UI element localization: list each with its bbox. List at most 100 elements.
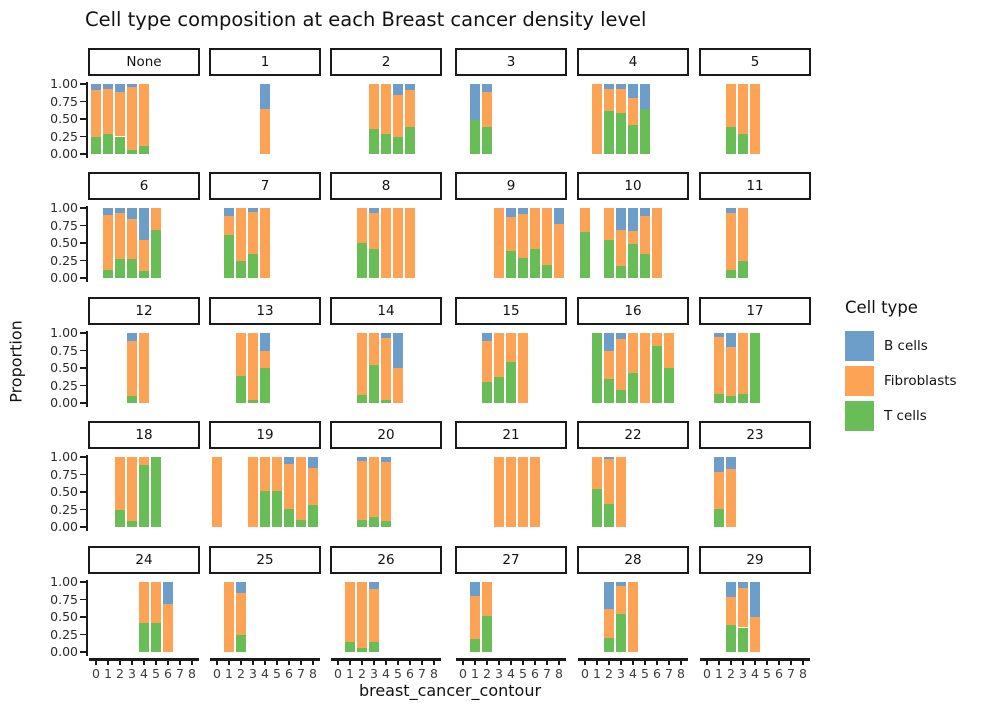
- y-tick-mark: [80, 456, 86, 458]
- bar-segment-t-cells: [726, 127, 736, 154]
- bar-segment-t-cells: [640, 108, 650, 154]
- bar-segment-fibroblasts: [738, 333, 748, 394]
- bar-segment-fibroblasts: [628, 231, 638, 245]
- bar-segment-b-cells: [604, 84, 614, 89]
- x-tick-mark: [421, 660, 423, 665]
- bar-segment-fibroblasts: [236, 208, 246, 261]
- bar-segment-fibroblasts: [750, 84, 760, 154]
- bar-segment-b-cells: [726, 582, 736, 598]
- bar-segment-fibroblasts: [405, 208, 415, 278]
- x-tick-label: 5: [394, 666, 402, 681]
- y-tick-label: 0.50: [50, 235, 78, 250]
- y-tick-mark: [80, 616, 86, 618]
- bar-segment-t-cells: [616, 613, 626, 652]
- x-tick-label: 4: [507, 666, 515, 681]
- x-tick-mark: [534, 660, 536, 665]
- bar-segment-b-cells: [726, 457, 736, 469]
- x-tick-label: 3: [249, 666, 257, 681]
- legend-title: Cell type: [845, 298, 918, 317]
- bar-segment-b-cells: [482, 333, 492, 342]
- bar-segment-t-cells: [284, 508, 294, 527]
- x-tick-label: 4: [261, 666, 269, 681]
- bar-segment-t-cells: [726, 269, 736, 278]
- bar-segment-fibroblasts: [127, 218, 137, 260]
- facet-strip-label: 21: [502, 427, 520, 443]
- bar-segment-fibroblasts: [616, 457, 626, 527]
- bar-segment-t-cells: [369, 248, 379, 278]
- bar-segment-fibroblasts: [381, 337, 391, 401]
- facet-strip-label: 22: [624, 427, 642, 443]
- bar-segment-b-cells: [726, 208, 736, 213]
- x-tick-label: 1: [593, 666, 601, 681]
- bar-segment-fibroblasts: [163, 604, 173, 652]
- bar-segment-b-cells: [616, 582, 626, 586]
- facet-strip: 1: [209, 48, 321, 76]
- bar-segment-fibroblasts: [616, 88, 626, 114]
- bar-segment-b-cells: [127, 84, 137, 87]
- x-tick-mark: [216, 660, 218, 665]
- bar-segment-t-cells: [616, 266, 626, 278]
- bar-segment-fibroblasts: [470, 596, 480, 640]
- x-tick-label: 5: [641, 666, 649, 681]
- bar-segment-b-cells: [405, 84, 415, 90]
- bar-segment-fibroblasts: [296, 457, 306, 520]
- y-tick-label: 0.75: [50, 217, 78, 233]
- bar-segment-t-cells: [139, 622, 149, 652]
- bar-segment-fibroblasts: [738, 208, 748, 261]
- x-axis-line: [456, 658, 566, 661]
- facet-strip-label: 18: [135, 427, 153, 443]
- bar-segment-t-cells: [357, 243, 367, 278]
- bar-segment-t-cells: [726, 625, 736, 652]
- bar-segment-t-cells: [604, 110, 614, 154]
- facet-strip: 20: [330, 421, 442, 449]
- x-tick-label: 4: [382, 666, 390, 681]
- facet-strip: None: [88, 48, 200, 76]
- x-axis-title: breast_cancer_contour: [358, 681, 542, 700]
- x-tick-mark: [288, 660, 290, 665]
- bar-segment-fibroblasts: [726, 212, 736, 270]
- bar-segment-t-cells: [580, 231, 590, 278]
- x-tick-mark: [802, 660, 804, 665]
- x-tick-label: 0: [459, 666, 467, 681]
- bar-segment-t-cells: [345, 642, 355, 652]
- facet-strip: 27: [455, 546, 567, 574]
- y-tick-mark: [80, 633, 86, 636]
- bar-segment-b-cells: [506, 208, 516, 218]
- legend-label: T cells: [884, 408, 927, 424]
- y-tick-mark: [80, 153, 86, 155]
- bar-segment-fibroblasts: [518, 214, 528, 258]
- bar-segment-fibroblasts: [151, 582, 161, 623]
- bar-segment-fibroblasts: [604, 608, 614, 638]
- bar-segment-t-cells: [506, 251, 516, 278]
- bar-segment-fibroblasts: [272, 457, 282, 492]
- bar-segment-b-cells: [115, 84, 125, 93]
- bar-segment-t-cells: [738, 260, 748, 278]
- x-tick-mark: [119, 660, 121, 665]
- facet-strip-label: 10: [624, 178, 642, 194]
- bar-segment-t-cells: [260, 491, 270, 527]
- bar-segment-fibroblasts: [212, 457, 222, 527]
- facet-strip-label: 12: [135, 303, 153, 319]
- facet-strip: 21: [455, 421, 567, 449]
- bar-segment-b-cells: [115, 208, 125, 213]
- bar-segment-t-cells: [369, 642, 379, 652]
- facet-strip: 2: [330, 48, 442, 76]
- x-tick-label: 0: [334, 666, 342, 681]
- x-tick-label: 7: [297, 666, 305, 681]
- bar-segment-t-cells: [652, 346, 662, 403]
- y-tick-mark: [80, 598, 86, 601]
- bar-segment-t-cells: [738, 627, 748, 652]
- x-tick-label: 6: [653, 666, 661, 681]
- facet-strip-label: 24: [135, 552, 153, 568]
- facet-strip-label: 28: [624, 552, 642, 568]
- bar-segment-fibroblasts: [494, 457, 504, 527]
- y-tick-label: 0.25: [50, 128, 78, 144]
- bar-segment-b-cells: [393, 84, 403, 95]
- bar-segment-fibroblasts: [284, 464, 294, 509]
- bar-segment-fibroblasts: [714, 472, 724, 509]
- bar-segment-b-cells: [738, 582, 748, 588]
- legend-label: B cells: [884, 338, 928, 354]
- bar-segment-fibroblasts: [726, 347, 736, 396]
- bar-segment-fibroblasts: [369, 589, 379, 643]
- bar-segment-t-cells: [357, 647, 367, 652]
